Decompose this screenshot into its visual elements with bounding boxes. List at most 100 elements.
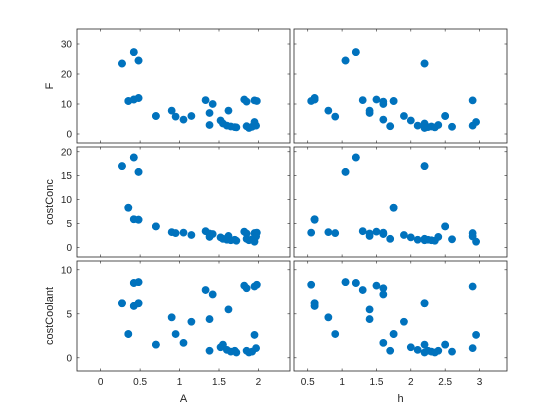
x-tick-label: 2: [256, 377, 262, 388]
data-point: [179, 228, 188, 237]
data-point: [372, 95, 381, 104]
data-point: [448, 122, 456, 131]
data-point: [358, 286, 367, 294]
data-point: [430, 123, 439, 132]
panel-F-vs-h: [293, 28, 508, 144]
data-point: [341, 167, 350, 176]
data-point: [205, 121, 214, 129]
data-point: [187, 112, 196, 120]
data-point: [205, 346, 214, 355]
data-point: [406, 233, 415, 242]
data-point: [351, 153, 360, 162]
data-point: [379, 97, 388, 106]
data-point: [379, 115, 388, 124]
data-point: [400, 231, 408, 239]
y-tick-label: 5: [66, 309, 72, 320]
data-point: [307, 97, 316, 105]
data-point: [420, 299, 429, 308]
data-point: [379, 229, 388, 238]
panel-frame: [76, 260, 291, 372]
data-point: [400, 317, 408, 326]
y-tick-label: 20: [61, 147, 73, 158]
data-point: [250, 331, 259, 339]
data-point: [179, 115, 188, 124]
data-point: [441, 222, 450, 231]
data-point: [118, 162, 126, 171]
data-point: [400, 112, 408, 120]
data-point: [468, 96, 477, 105]
data-point: [232, 123, 241, 132]
data-point: [187, 231, 196, 239]
data-point: [310, 299, 319, 308]
data-point: [307, 280, 316, 289]
data-point: [406, 343, 415, 352]
y-tick-label: 15: [61, 171, 73, 182]
data-point: [386, 346, 395, 355]
data-point: [420, 348, 429, 357]
data-point: [389, 97, 398, 105]
data-point: [224, 106, 233, 115]
data-point: [252, 344, 260, 353]
data-point: [208, 290, 217, 299]
data-point: [171, 112, 180, 121]
data-point: [379, 338, 388, 347]
y-tick-label: 0: [66, 353, 72, 364]
data-point: [441, 340, 450, 349]
y-axis-label-F: F: [44, 82, 56, 89]
data-point: [179, 338, 188, 347]
y-axis-label-costCoolant: costCoolant: [44, 287, 56, 345]
data-point: [448, 347, 456, 356]
panel-costCoolant-vs-A: [76, 260, 291, 372]
data-point: [208, 230, 217, 238]
x-tick-label: 0.5: [133, 377, 147, 388]
data-point: [386, 122, 395, 131]
data-point: [151, 112, 160, 120]
data-point: [134, 278, 143, 287]
data-point: [167, 313, 176, 322]
data-point: [389, 330, 398, 338]
data-point: [324, 228, 333, 237]
y-tick-label: 0: [66, 243, 72, 254]
x-tick-label: 1: [177, 377, 183, 388]
data-point: [413, 235, 422, 244]
data-point: [151, 222, 160, 231]
panel-costConc-vs-A: [76, 146, 291, 258]
data-point: [151, 340, 160, 349]
data-point: [205, 315, 214, 323]
data-point: [252, 228, 261, 237]
data-point: [358, 96, 367, 104]
y-tick-label: 20: [61, 70, 73, 81]
data-point: [310, 215, 319, 224]
data-point: [341, 278, 350, 287]
x-tick-label: 1.5: [212, 377, 226, 388]
data-point: [351, 279, 360, 287]
data-point: [232, 348, 241, 357]
data-point: [468, 344, 477, 353]
data-point: [420, 236, 429, 245]
data-point: [208, 100, 217, 108]
data-point: [201, 286, 210, 294]
data-point: [430, 348, 439, 357]
data-point: [468, 121, 477, 130]
data-point: [124, 330, 133, 338]
data-point: [430, 236, 439, 245]
data-point: [441, 112, 450, 120]
data-point: [365, 305, 374, 314]
y-tick-label: 5: [66, 219, 72, 230]
data-point: [331, 112, 340, 121]
data-point: [358, 227, 367, 236]
data-point: [372, 281, 381, 290]
data-point: [232, 236, 241, 245]
data-point: [242, 284, 251, 293]
data-point: [389, 203, 398, 212]
data-point: [331, 229, 340, 237]
data-point: [307, 228, 316, 237]
data-point: [372, 227, 381, 236]
data-point: [365, 106, 374, 115]
y-tick-label: 30: [61, 40, 73, 51]
data-point: [324, 106, 333, 115]
data-point: [134, 167, 143, 176]
data-point: [420, 59, 429, 68]
data-point: [252, 121, 260, 130]
x-axis-label-h: h: [397, 393, 403, 405]
